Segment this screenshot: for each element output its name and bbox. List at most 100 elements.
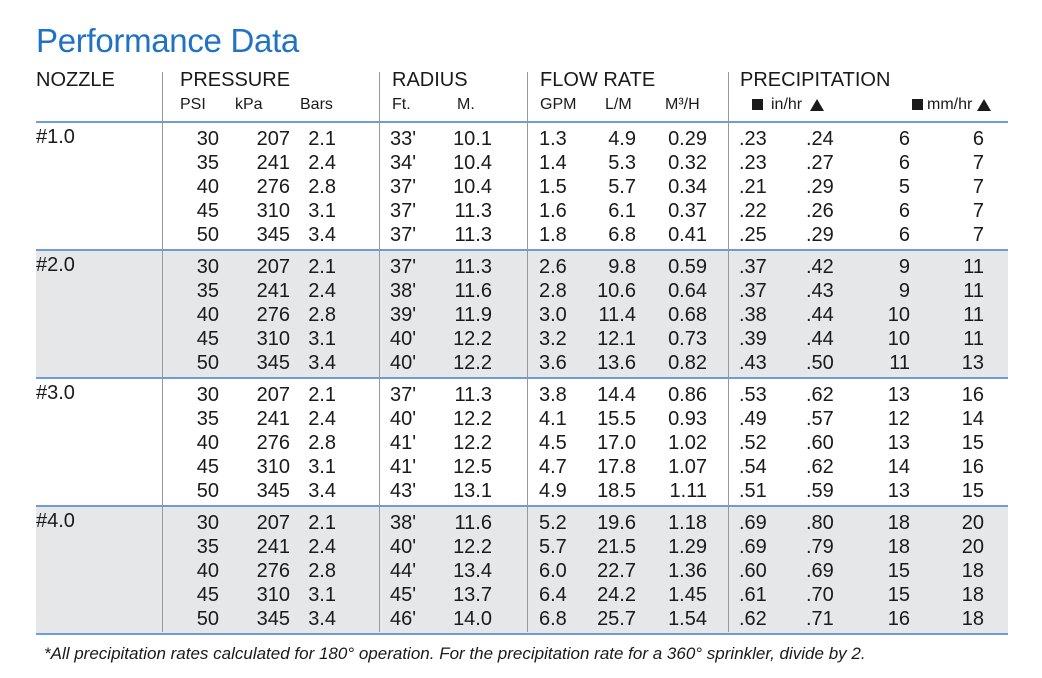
cell-bars: 3.1 bbox=[308, 328, 336, 350]
cell-m3h: 1.29 bbox=[668, 536, 707, 558]
cell-psi: 30 bbox=[196, 384, 219, 406]
group-divider bbox=[36, 249, 1008, 251]
cell-m: 11.3 bbox=[454, 256, 492, 278]
cell-mmhr-tri: 7 bbox=[972, 200, 984, 222]
cell-bars: 2.8 bbox=[308, 560, 336, 582]
cell-lm: 14.4 bbox=[597, 384, 636, 406]
cell-inhr-tri: .26 bbox=[806, 200, 834, 222]
cell-ft: 37' bbox=[390, 256, 417, 278]
cell-mmhr-sq: 16 bbox=[887, 608, 910, 630]
cell-psi: 50 bbox=[196, 352, 219, 374]
cell-inhr-tri: .44 bbox=[806, 328, 834, 350]
cell-kpa: 241 bbox=[256, 152, 290, 174]
pressure-header: PRESSURE bbox=[180, 69, 291, 91]
group-divider bbox=[36, 633, 1008, 635]
cell-m3h: 0.64 bbox=[668, 280, 707, 302]
table-row: 45 310 3.1 37' 11.3 1.6 6.1 0.37 .22 .26 6 7 bbox=[36, 199, 1008, 223]
table-row: 35 241 2.4 40' 12.2 4.1 15.5 0.93 .49 .57 12 14 bbox=[36, 407, 1008, 431]
cell-gpm: 4.1 bbox=[539, 408, 567, 430]
cell-kpa: 276 bbox=[256, 432, 290, 454]
triangle-icon bbox=[810, 98, 825, 111]
cell-psi: 30 bbox=[196, 256, 219, 278]
cell-m: 12.2 bbox=[453, 536, 492, 558]
cell-psi: 35 bbox=[196, 152, 219, 174]
cell-kpa: 207 bbox=[256, 256, 290, 278]
cell-ft: 40' bbox=[390, 536, 417, 558]
cell-kpa: 276 bbox=[256, 560, 290, 582]
cell-m3h: 1.45 bbox=[668, 584, 707, 606]
cell-mmhr-sq: 6 bbox=[898, 128, 910, 150]
cell-ft: 40' bbox=[390, 352, 417, 374]
cell-mmhr-tri: 7 bbox=[972, 176, 984, 198]
cell-inhr-sq: .37 bbox=[739, 256, 767, 278]
cell-inhr-tri: .27 bbox=[806, 152, 834, 174]
column-divider bbox=[379, 72, 380, 632]
cell-inhr-tri: .29 bbox=[806, 176, 834, 198]
cell-inhr-tri: .60 bbox=[806, 432, 834, 454]
cell-lm: 12.1 bbox=[597, 328, 636, 350]
cell-mmhr-tri: 20 bbox=[961, 536, 984, 558]
cell-ft: 41' bbox=[390, 432, 417, 454]
cell-bars: 2.8 bbox=[308, 304, 336, 326]
cell-gpm: 2.6 bbox=[539, 256, 567, 278]
cell-ft: 44' bbox=[390, 560, 417, 582]
cell-inhr-tri: .79 bbox=[806, 536, 834, 558]
cell-ft: 39' bbox=[390, 304, 417, 326]
cell-lm: 15.5 bbox=[597, 408, 636, 430]
cell-gpm: 1.3 bbox=[539, 128, 567, 150]
nozzle-header: NOZZLE bbox=[36, 69, 115, 91]
cell-gpm: 4.9 bbox=[539, 480, 567, 502]
cell-lm: 24.2 bbox=[597, 584, 636, 606]
cell-mmhr-tri: 13 bbox=[961, 352, 984, 374]
cell-gpm: 3.2 bbox=[539, 328, 567, 350]
cell-ft: 38' bbox=[390, 512, 417, 534]
gpm-subheader: GPM bbox=[540, 96, 577, 113]
cell-mmhr-sq: 9 bbox=[898, 280, 910, 302]
cell-mmhr-sq: 9 bbox=[898, 256, 910, 278]
table-row: 40 276 2.8 37' 10.4 1.5 5.7 0.34 .21 .29 5 7 bbox=[36, 175, 1008, 199]
cell-kpa: 276 bbox=[256, 176, 290, 198]
cell-inhr-sq: .51 bbox=[739, 480, 767, 502]
cell-m: 12.2 bbox=[453, 408, 492, 430]
cell-mmhr-sq: 6 bbox=[898, 200, 910, 222]
table-row: 30 207 2.1 37' 11.3 3.8 14.4 0.86 .53 .62 13 16 bbox=[36, 383, 1008, 407]
cell-bars: 3.4 bbox=[308, 224, 336, 246]
cell-inhr-tri: .71 bbox=[806, 608, 834, 630]
cell-inhr-tri: .57 bbox=[806, 408, 834, 430]
table-row: 50 345 3.4 37' 11.3 1.8 6.8 0.41 .25 .29 6 7 bbox=[36, 223, 1008, 247]
cell-kpa: 241 bbox=[256, 280, 290, 302]
cell-inhr-tri: .50 bbox=[806, 352, 834, 374]
cell-inhr-tri: .43 bbox=[806, 280, 834, 302]
cell-inhr-sq: .61 bbox=[739, 584, 767, 606]
cell-kpa: 276 bbox=[256, 304, 290, 326]
cell-m: 11.6 bbox=[454, 512, 492, 534]
cell-psi: 40 bbox=[196, 304, 219, 326]
column-divider bbox=[728, 72, 729, 632]
cell-ft: 34' bbox=[390, 152, 417, 174]
cell-ft: 37' bbox=[390, 176, 417, 198]
table-row: 50 345 3.4 43' 13.1 4.9 18.5 1.11 .51 .59 13 15 bbox=[36, 479, 1008, 503]
table-row: 30 207 2.1 37' 11.3 2.6 9.8 0.59 .37 .42 9 11 bbox=[36, 255, 1008, 279]
cell-m3h: 0.86 bbox=[668, 384, 707, 406]
cell-lm: 17.0 bbox=[597, 432, 636, 454]
cell-mmhr-sq: 11 bbox=[889, 352, 910, 374]
cell-m: 10.4 bbox=[453, 176, 492, 198]
cell-psi: 35 bbox=[196, 536, 219, 558]
table-row: 40 276 2.8 39' 11.9 3.0 11.4 0.68 .38 .44 10 11 bbox=[36, 303, 1008, 327]
table-row: 35 241 2.4 38' 11.6 2.8 10.6 0.64 .37 .43 9 11 bbox=[36, 279, 1008, 303]
cell-m: 12.2 bbox=[453, 352, 492, 374]
cell-gpm: 1.4 bbox=[539, 152, 567, 174]
cell-mmhr-tri: 15 bbox=[961, 432, 984, 454]
nozzle-label: #4.0 bbox=[36, 510, 75, 532]
cell-bars: 3.4 bbox=[308, 608, 336, 630]
cell-ft: 38' bbox=[390, 280, 417, 302]
cell-kpa: 241 bbox=[256, 408, 290, 430]
cell-inhr-tri: .69 bbox=[806, 560, 834, 582]
cell-psi: 50 bbox=[196, 480, 219, 502]
cell-ft: 41' bbox=[390, 456, 417, 478]
cell-psi: 50 bbox=[196, 608, 219, 630]
cell-mmhr-sq: 18 bbox=[887, 536, 910, 558]
cell-mmhr-tri: 11 bbox=[963, 256, 984, 278]
cell-mmhr-tri: 18 bbox=[961, 608, 984, 630]
cell-ft: 40' bbox=[390, 328, 417, 350]
